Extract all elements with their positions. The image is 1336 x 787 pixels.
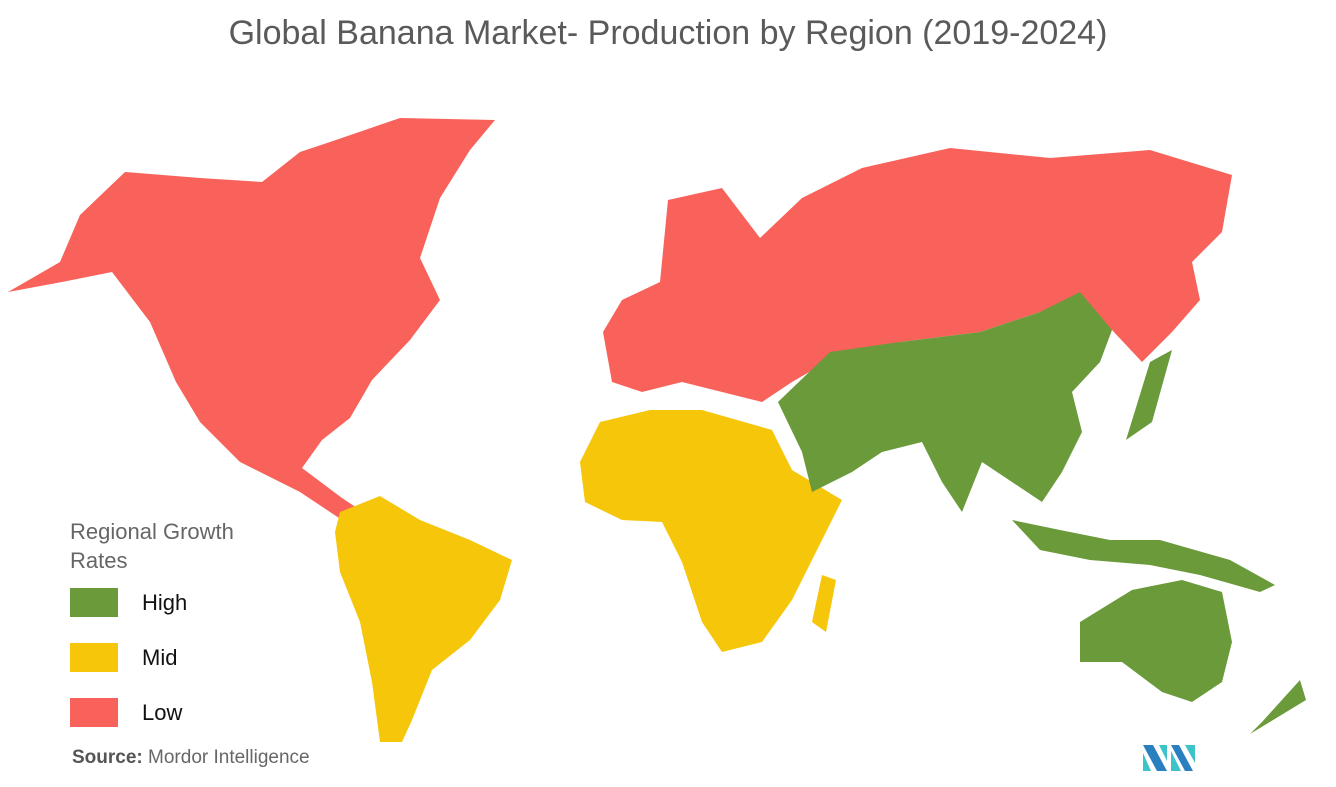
legend-title: Regional Growth Rates bbox=[70, 519, 234, 573]
legend-swatch-high bbox=[70, 588, 118, 617]
region-indonesia bbox=[1012, 520, 1275, 592]
region-australia bbox=[1080, 580, 1232, 702]
legend: Regional Growth Rates High Mid Low bbox=[70, 517, 270, 740]
region-europe-russia bbox=[603, 148, 1232, 402]
region-asia bbox=[778, 292, 1112, 512]
region-japan bbox=[1126, 350, 1172, 440]
region-south-america bbox=[335, 496, 512, 742]
region-africa bbox=[580, 410, 842, 652]
legend-item-mid: Mid bbox=[70, 630, 270, 685]
source-text: Mordor Intelligence bbox=[148, 747, 310, 768]
legend-label: Low bbox=[142, 699, 183, 725]
region-north-america bbox=[8, 118, 495, 522]
legend-label: Mid bbox=[142, 644, 178, 670]
chart-title: Global Banana Market- Production by Regi… bbox=[228, 14, 1108, 52]
source-note: Source: Mordor Intelligence bbox=[72, 747, 310, 769]
mordor-intelligence-logo bbox=[1143, 745, 1195, 771]
legend-item-low: Low bbox=[70, 685, 270, 740]
legend-item-high: High bbox=[70, 575, 270, 630]
region-new-zealand bbox=[1250, 680, 1306, 734]
legend-swatch-low bbox=[70, 698, 118, 727]
source-label: Source: bbox=[72, 747, 143, 768]
legend-label: High bbox=[142, 589, 188, 615]
region-madagascar bbox=[812, 575, 836, 632]
legend-swatch-mid bbox=[70, 643, 118, 672]
